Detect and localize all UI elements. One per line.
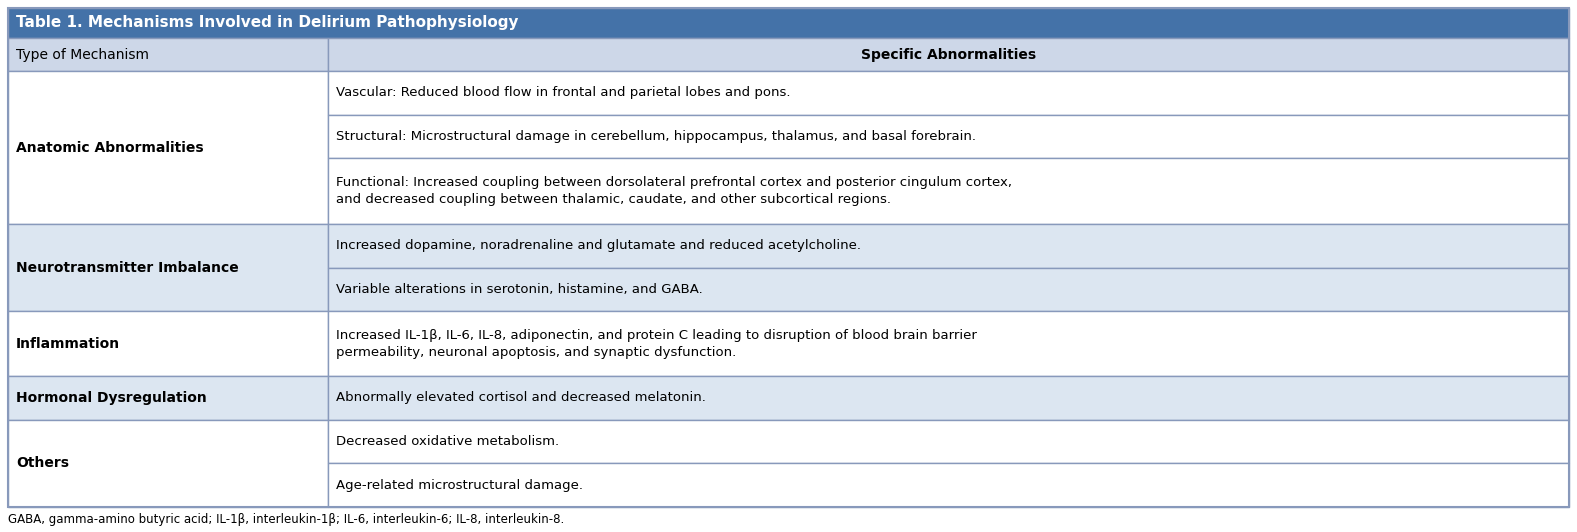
Text: Inflammation: Inflammation: [16, 337, 120, 351]
Bar: [328, 376, 1569, 420]
Text: Others: Others: [16, 456, 69, 470]
Bar: [8, 420, 328, 507]
Text: Variable alterations in serotonin, histamine, and GABA.: Variable alterations in serotonin, hista…: [336, 283, 703, 296]
Text: Type of Mechanism: Type of Mechanism: [16, 47, 148, 62]
Bar: [8, 311, 328, 376]
Bar: [328, 311, 1569, 376]
Text: Age-related microstructural damage.: Age-related microstructural damage.: [336, 479, 583, 492]
Bar: [328, 38, 1569, 71]
Bar: [8, 224, 328, 311]
Text: Structural: Microstructural damage in cerebellum, hippocampus, thalamus, and bas: Structural: Microstructural damage in ce…: [336, 130, 976, 143]
Text: Table 1. Mechanisms Involved in Delirium Pathophysiology: Table 1. Mechanisms Involved in Delirium…: [16, 15, 519, 30]
Bar: [328, 268, 1569, 311]
Text: Specific Abnormalities: Specific Abnormalities: [861, 47, 1036, 62]
Bar: [328, 114, 1569, 158]
Bar: [328, 71, 1569, 114]
Text: Anatomic Abnormalities: Anatomic Abnormalities: [16, 140, 203, 155]
Text: GABA, gamma-amino butyric acid; IL-1β, interleukin-1β; IL-6, interleukin-6; IL-8: GABA, gamma-amino butyric acid; IL-1β, i…: [8, 512, 565, 526]
Text: Vascular: Reduced blood flow in frontal and parietal lobes and pons.: Vascular: Reduced blood flow in frontal …: [336, 86, 790, 99]
Text: Functional: Increased coupling between dorsolateral prefrontal cortex and poster: Functional: Increased coupling between d…: [336, 177, 1012, 206]
Text: Decreased oxidative metabolism.: Decreased oxidative metabolism.: [336, 435, 560, 448]
Bar: [328, 420, 1569, 463]
Bar: [8, 376, 328, 420]
Bar: [8, 71, 328, 224]
Bar: [328, 224, 1569, 268]
Bar: [328, 158, 1569, 224]
Bar: [8, 38, 328, 71]
Text: Increased IL-1β, IL-6, IL-8, adiponectin, and protein C leading to disruption of: Increased IL-1β, IL-6, IL-8, adiponectin…: [336, 329, 976, 359]
Text: Hormonal Dysregulation: Hormonal Dysregulation: [16, 391, 207, 405]
Bar: [328, 463, 1569, 507]
Text: Increased dopamine, noradrenaline and glutamate and reduced acetylcholine.: Increased dopamine, noradrenaline and gl…: [336, 239, 861, 253]
Bar: [8, 8, 1569, 38]
Text: Neurotransmitter Imbalance: Neurotransmitter Imbalance: [16, 261, 238, 275]
Text: Abnormally elevated cortisol and decreased melatonin.: Abnormally elevated cortisol and decreas…: [336, 392, 706, 404]
